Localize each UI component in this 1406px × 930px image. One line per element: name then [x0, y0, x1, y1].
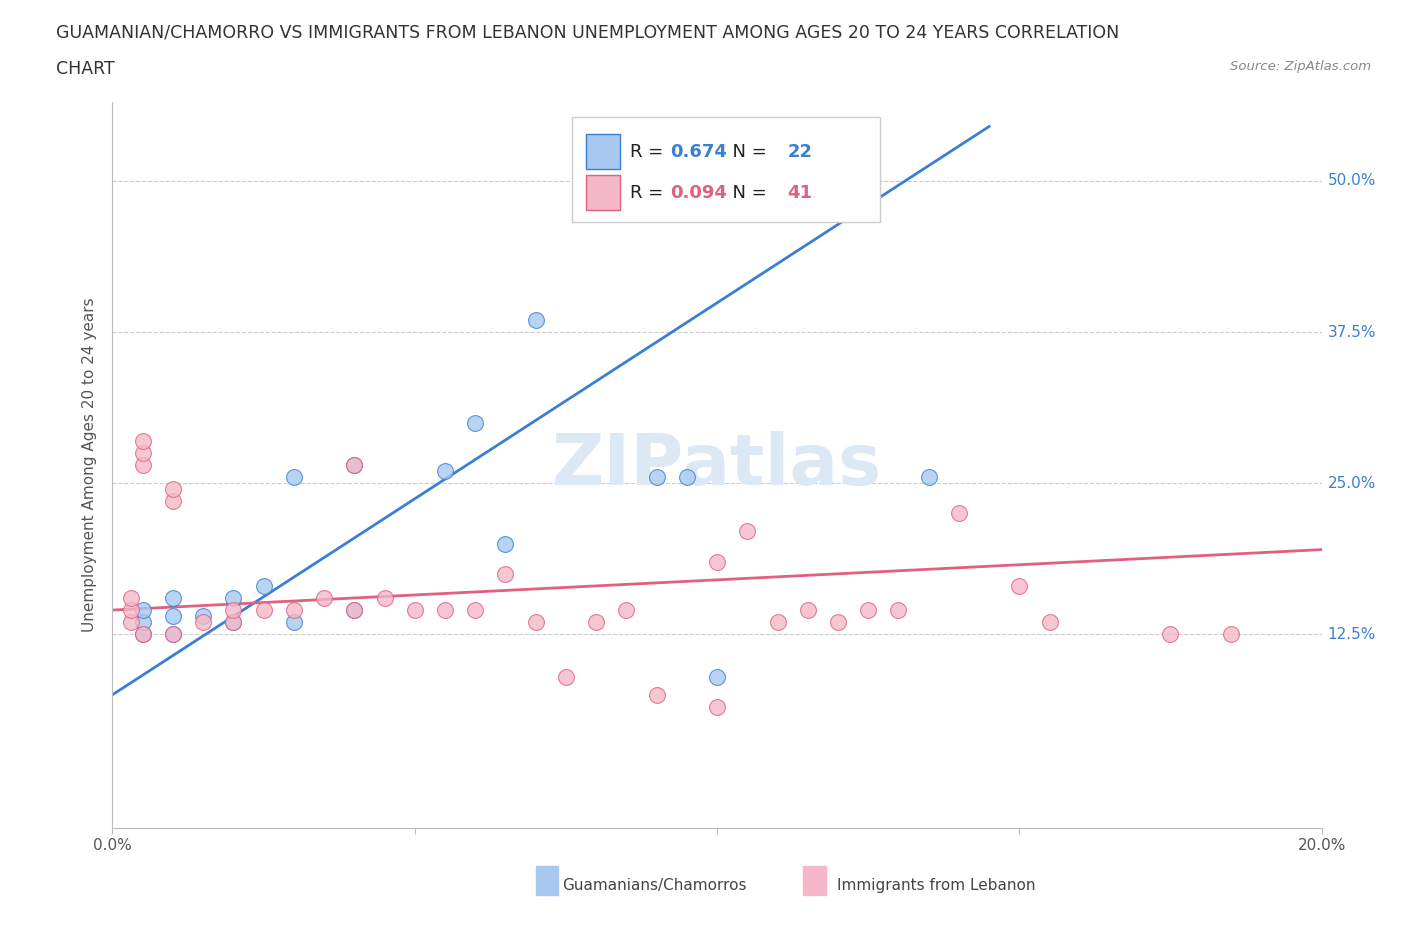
Point	[222, 615, 245, 630]
Point	[343, 458, 366, 472]
Text: N =: N =	[721, 142, 772, 161]
Point	[495, 536, 517, 551]
Text: 25.0%: 25.0%	[1327, 475, 1376, 491]
Point	[524, 615, 547, 630]
Point	[283, 470, 305, 485]
Text: R =: R =	[630, 183, 669, 202]
Text: 37.5%: 37.5%	[1327, 325, 1376, 339]
Text: Immigrants from Lebanon: Immigrants from Lebanon	[837, 878, 1035, 893]
Point	[495, 566, 517, 581]
FancyBboxPatch shape	[572, 117, 880, 222]
Point	[162, 494, 184, 509]
Point	[1159, 627, 1181, 642]
FancyBboxPatch shape	[586, 175, 620, 210]
Text: R =: R =	[630, 142, 669, 161]
Point	[283, 615, 305, 630]
Point	[120, 603, 142, 618]
Point	[796, 603, 818, 618]
Text: ZIPatlas: ZIPatlas	[553, 431, 882, 499]
Point	[616, 603, 638, 618]
Point	[1038, 615, 1062, 630]
Point	[132, 433, 155, 448]
Point	[1220, 627, 1243, 642]
Point	[132, 603, 155, 618]
Text: CHART: CHART	[56, 60, 115, 78]
Point	[645, 470, 668, 485]
Text: 50.0%: 50.0%	[1327, 173, 1376, 189]
Point	[554, 670, 576, 684]
Point	[827, 615, 849, 630]
Point	[283, 603, 305, 618]
Point	[222, 603, 245, 618]
Point	[464, 415, 486, 430]
Point	[706, 670, 728, 684]
Point	[645, 687, 668, 702]
Point	[253, 603, 276, 618]
Point	[253, 578, 276, 593]
Point	[343, 458, 366, 472]
Point	[706, 699, 728, 714]
Point	[132, 627, 155, 642]
Text: Source: ZipAtlas.com: Source: ZipAtlas.com	[1230, 60, 1371, 73]
Point	[162, 591, 184, 605]
Point	[132, 458, 155, 472]
Text: N =: N =	[721, 183, 772, 202]
Text: 41: 41	[787, 183, 813, 202]
Point	[120, 591, 142, 605]
Point	[132, 615, 155, 630]
Point	[675, 470, 697, 485]
Point	[162, 609, 184, 624]
Text: 22: 22	[787, 142, 813, 161]
Point	[585, 615, 607, 630]
Y-axis label: Unemployment Among Ages 20 to 24 years: Unemployment Among Ages 20 to 24 years	[82, 298, 97, 632]
Point	[433, 603, 456, 618]
Point	[222, 591, 245, 605]
FancyBboxPatch shape	[586, 134, 620, 169]
Point	[706, 554, 728, 569]
Point	[222, 615, 245, 630]
Point	[343, 603, 366, 618]
Point	[887, 603, 910, 618]
Point	[120, 615, 142, 630]
Point	[314, 591, 336, 605]
Point	[433, 464, 456, 478]
Point	[162, 627, 184, 642]
Point	[162, 482, 184, 497]
Point	[132, 445, 155, 460]
Text: 12.5%: 12.5%	[1327, 627, 1376, 642]
Text: Guamanians/Chamorros: Guamanians/Chamorros	[562, 878, 747, 893]
Text: 0.674: 0.674	[669, 142, 727, 161]
Point	[1008, 578, 1031, 593]
Point	[191, 615, 214, 630]
Point	[162, 627, 184, 642]
Point	[856, 603, 880, 618]
Point	[524, 312, 547, 327]
Point	[404, 603, 426, 618]
Point	[766, 615, 789, 630]
Point	[948, 506, 970, 521]
Point	[737, 525, 759, 539]
Point	[191, 609, 214, 624]
Point	[918, 470, 941, 485]
Text: 0.094: 0.094	[669, 183, 727, 202]
Point	[343, 603, 366, 618]
Point	[132, 627, 155, 642]
Text: GUAMANIAN/CHAMORRO VS IMMIGRANTS FROM LEBANON UNEMPLOYMENT AMONG AGES 20 TO 24 Y: GUAMANIAN/CHAMORRO VS IMMIGRANTS FROM LE…	[56, 23, 1119, 41]
Point	[374, 591, 396, 605]
Point	[464, 603, 486, 618]
